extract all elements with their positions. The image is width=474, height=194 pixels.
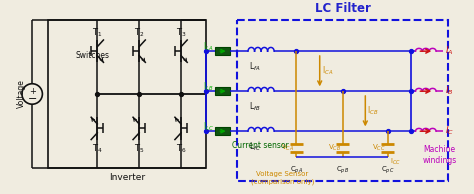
Text: T$_6$: T$_6$: [176, 143, 186, 155]
Text: I$_{LA}$: I$_{LA}$: [203, 40, 214, 53]
Bar: [216, 47, 230, 55]
Text: C$_{pC}$: C$_{pC}$: [381, 165, 394, 176]
Text: Voltage Sensor
(comparison only): Voltage Sensor (comparison only): [251, 171, 314, 185]
Bar: [216, 87, 230, 95]
Text: L$_{fB}$: L$_{fB}$: [249, 100, 261, 113]
Text: Voltage: Voltage: [18, 80, 27, 108]
Text: L$_{fA}$: L$_{fA}$: [249, 61, 261, 73]
Text: I$_{CA}$: I$_{CA}$: [321, 65, 333, 77]
Text: I$_C$: I$_C$: [446, 125, 455, 137]
Text: Machine
windings: Machine windings: [423, 145, 457, 165]
Text: T$_2$: T$_2$: [134, 26, 145, 39]
Text: Switches: Switches: [76, 51, 109, 60]
Text: I$_B$: I$_B$: [446, 85, 454, 97]
Text: V$_{CA}$: V$_{CA}$: [281, 143, 294, 153]
Text: V$_{CC}$: V$_{CC}$: [372, 143, 386, 153]
Text: L$_{fC}$: L$_{fC}$: [249, 140, 261, 153]
Bar: [216, 127, 230, 135]
Text: I$_{LC}$: I$_{LC}$: [202, 120, 214, 133]
Text: Inverter: Inverter: [109, 173, 145, 182]
Text: T$_3$: T$_3$: [176, 26, 186, 39]
Text: I$_{LB}$: I$_{LB}$: [203, 80, 214, 93]
Text: C$_{pB}$: C$_{pB}$: [337, 165, 349, 176]
Text: V$_{CB}$: V$_{CB}$: [328, 143, 341, 153]
Text: C$_{pA}$: C$_{pA}$: [290, 165, 303, 176]
Bar: [48, 20, 206, 168]
Text: I$_{CB}$: I$_{CB}$: [367, 105, 379, 117]
Text: −: −: [27, 94, 37, 104]
Text: Current sensor: Current sensor: [232, 141, 289, 150]
Text: +: +: [29, 87, 36, 96]
Bar: [237, 20, 448, 181]
Text: T$_4$: T$_4$: [92, 143, 103, 155]
Text: I$_{CC}$: I$_{CC}$: [391, 157, 401, 167]
Text: LC Filter: LC Filter: [315, 2, 371, 15]
Text: T$_5$: T$_5$: [134, 143, 145, 155]
Text: T$_1$: T$_1$: [92, 26, 102, 39]
Text: I$_A$: I$_A$: [446, 45, 454, 57]
